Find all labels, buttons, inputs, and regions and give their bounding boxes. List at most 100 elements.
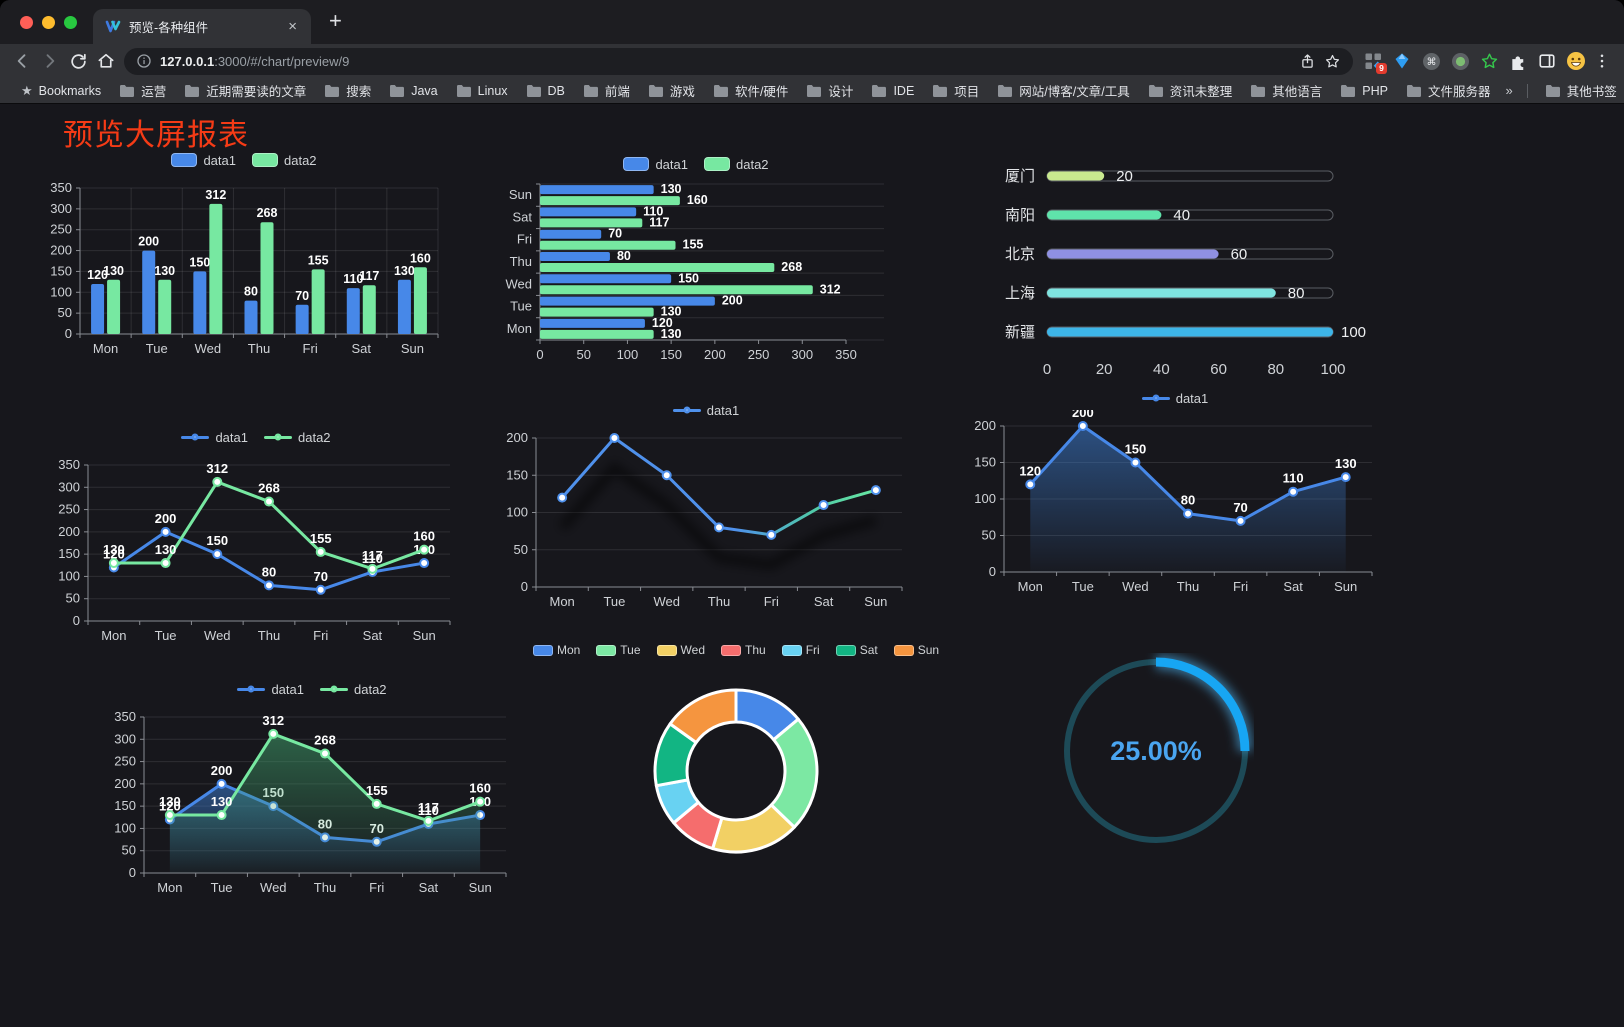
command-icon[interactable]: ⌘ [1419, 49, 1443, 73]
bookmark-folder-item[interactable]: 其他语言 [1241, 78, 1331, 103]
legend-marker [237, 685, 266, 693]
svg-text:150: 150 [506, 467, 528, 482]
svg-text:200: 200 [138, 235, 159, 249]
chart-line-area: data1 0 50 100 150 200 120 200 150 80 70 110 130 Mon T… [962, 386, 1388, 598]
legend-item[interactable]: data2 [704, 157, 769, 172]
legend-item[interactable]: data2 [320, 682, 387, 697]
bookmark-folder-item[interactable]: PHP [1331, 78, 1397, 103]
bookmarks-manager[interactable]: ★ Bookmarks [12, 78, 110, 103]
bookmarks-right-cluster: » 其他书签 [1499, 81, 1624, 100]
svg-text:268: 268 [781, 260, 802, 274]
gem-icon[interactable] [1390, 49, 1414, 73]
menu-dots-icon[interactable] [1588, 47, 1616, 75]
tab-close-icon[interactable]: × [288, 18, 297, 35]
bookmark-folder-item[interactable]: 文件服务器 [1397, 78, 1500, 103]
new-tab-button[interactable]: + [329, 8, 342, 33]
bookmark-folder-item[interactable]: Linux [447, 78, 517, 103]
avatar-emoji-icon[interactable] [1564, 49, 1588, 73]
browser-tab[interactable]: 预览-各种组件 × [93, 9, 311, 44]
svg-text:80: 80 [617, 249, 631, 263]
home-icon[interactable] [92, 47, 120, 75]
bookmarks-overflow-chevron[interactable]: » [1505, 83, 1513, 98]
svg-text:Fri: Fri [313, 628, 328, 643]
svg-text:70: 70 [313, 569, 327, 584]
green-star-icon[interactable] [1477, 49, 1501, 73]
bookmark-folder-item[interactable]: DB [517, 78, 574, 103]
svg-text:40: 40 [1173, 207, 1190, 224]
share-icon[interactable] [1299, 53, 1316, 70]
svg-text:312: 312 [206, 461, 228, 476]
svg-text:268: 268 [314, 733, 336, 748]
bookmark-folder-item[interactable]: 项目 [923, 78, 988, 103]
legend-item[interactable]: data2 [264, 430, 331, 445]
svg-text:150: 150 [206, 533, 228, 548]
legend-item[interactable]: data1 [181, 430, 248, 445]
bookmark-folder-item[interactable]: 资讯未整理 [1139, 78, 1242, 103]
legend-item[interactable]: data1 [672, 403, 739, 418]
url-host: 127.0.0.1 [160, 53, 215, 69]
bookmark-folder-item[interactable]: IDE [862, 78, 923, 103]
folder-icon [648, 84, 664, 98]
legend-item[interactable]: data1 [171, 153, 236, 168]
bookmark-folder-item[interactable]: 游戏 [639, 78, 704, 103]
reload-icon[interactable] [64, 47, 92, 75]
svg-text:20: 20 [1096, 361, 1113, 378]
bookmark-folder-item[interactable]: 网站/博客/文章/工具 [988, 78, 1138, 103]
folder-icon [456, 84, 472, 98]
legend-item[interactable]: Fri [781, 643, 820, 657]
svg-text:80: 80 [262, 564, 276, 579]
folder-icon [1545, 84, 1561, 98]
address-bar[interactable]: 127.0.0.1:3000/#/chart/preview/9 [124, 47, 1353, 75]
bookmark-folder-item[interactable]: 前端 [574, 78, 639, 103]
maximize-window-button[interactable] [64, 16, 77, 29]
site-info-icon[interactable] [136, 53, 152, 69]
legend-label: data2 [298, 429, 331, 445]
legend-item[interactable]: Thu [721, 643, 766, 657]
bookmark-folder-item[interactable]: Java [380, 78, 446, 103]
legend-item[interactable]: data1 [1141, 391, 1208, 406]
svg-text:Sun: Sun [509, 187, 532, 202]
legend-label: Sat [859, 643, 878, 657]
bookmark-folder-item[interactable]: 搜索 [315, 78, 380, 103]
svg-text:50: 50 [982, 528, 996, 543]
legend-item[interactable]: Sun [893, 643, 939, 657]
bookmark-folder-item[interactable]: 近期需要读的文章 [175, 78, 315, 103]
svg-text:312: 312 [205, 188, 226, 202]
bookmark-folder-item[interactable]: 软件/硬件 [704, 78, 797, 103]
grid-blocks-icon[interactable]: 9 [1361, 49, 1387, 74]
puzzle-icon[interactable] [1506, 49, 1530, 73]
svg-text:130: 130 [661, 327, 682, 341]
bookmark-folder-item[interactable]: 运营 [110, 78, 175, 103]
legend-marker [704, 157, 730, 171]
bookmark-folder-item[interactable]: 设计 [797, 78, 862, 103]
svg-text:150: 150 [58, 546, 80, 561]
legend-item[interactable]: data1 [237, 682, 304, 697]
close-window-button[interactable] [20, 16, 33, 29]
legend-item[interactable]: Sat [835, 643, 878, 657]
svg-text:200: 200 [211, 763, 233, 778]
svg-text:Sat: Sat [363, 628, 383, 643]
legend-item[interactable]: Mon [532, 643, 580, 657]
svg-text:Wed: Wed [506, 276, 533, 291]
pie-segment-sun[interactable] [668, 688, 738, 744]
legend-label: Thu [745, 643, 766, 657]
legend-marker [252, 153, 278, 167]
legend-item[interactable]: Tue [596, 643, 641, 657]
legend-item[interactable]: Wed [656, 643, 705, 657]
forward-icon[interactable] [36, 47, 64, 75]
minimize-window-button[interactable] [42, 16, 55, 29]
legend-marker [672, 406, 701, 414]
record-icon[interactable] [1448, 49, 1472, 73]
side-panel-icon[interactable] [1535, 49, 1559, 73]
dashboard-page: 预览大屏报表 data1 data2 0 50 100 150 200 250 300 350 12… [0, 104, 1624, 1027]
svg-text:200: 200 [704, 347, 726, 362]
bookmark-star-icon[interactable] [1324, 53, 1341, 70]
legend-item[interactable]: data2 [252, 153, 317, 168]
legend-item[interactable]: data1 [623, 157, 688, 172]
svg-text:150: 150 [678, 271, 699, 285]
other-bookmarks-folder[interactable]: 其他书签 [1536, 81, 1624, 100]
bookmark-folder-label: Linux [477, 83, 508, 98]
chart-legend: data1 data2 [502, 152, 890, 176]
svg-text:Mon: Mon [1018, 579, 1043, 594]
back-icon[interactable] [8, 47, 36, 75]
